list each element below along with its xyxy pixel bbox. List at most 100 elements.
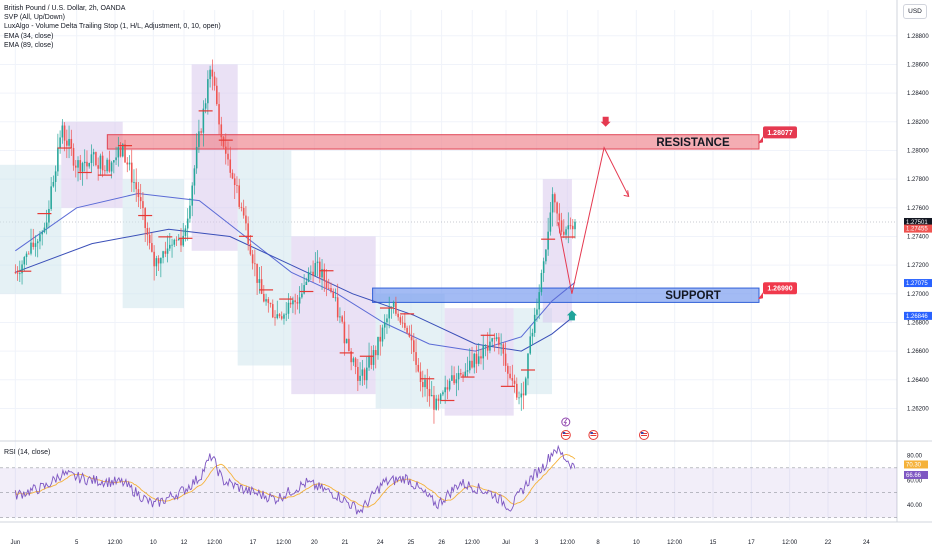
legend-ema34: EMA (34, close) <box>4 32 54 40</box>
price-tick-label: 1.26800 <box>907 320 929 326</box>
time-tick-label: Jun <box>10 540 20 546</box>
candle-body <box>435 398 437 410</box>
candle-body <box>524 378 527 396</box>
candle-body <box>90 154 93 163</box>
candle-body <box>518 397 520 399</box>
legend-ema89: EMA (89, close) <box>4 41 54 49</box>
candle-body <box>195 146 198 169</box>
candle-body <box>77 160 79 168</box>
candle-body <box>408 332 411 337</box>
profile-block <box>237 150 292 366</box>
candle-body <box>556 202 558 214</box>
candle-body <box>72 148 75 166</box>
candle-body <box>334 297 337 299</box>
candle-body <box>462 374 464 377</box>
candle-body <box>74 165 77 168</box>
candle-body <box>386 318 388 323</box>
time-tick-label: 24 <box>377 540 384 546</box>
candle-body <box>482 345 484 359</box>
price-tick-label: 1.28000 <box>907 148 929 154</box>
candle-body <box>16 272 19 274</box>
time-tick-label: 17 <box>250 540 257 546</box>
candle-body <box>83 161 86 164</box>
candle-body <box>81 163 84 172</box>
candle-body <box>336 297 339 318</box>
candle-body <box>254 263 256 265</box>
candle-body <box>274 317 276 319</box>
price-tick-label: 1.28200 <box>907 120 929 126</box>
candle-body <box>437 398 440 401</box>
projection-path <box>557 146 630 294</box>
candle-body <box>104 170 106 172</box>
candle-body <box>247 223 249 244</box>
down-arrow-icon <box>600 116 611 127</box>
candle-body <box>493 338 496 340</box>
price-tick-label: 1.28800 <box>907 34 929 40</box>
rsi-pane[interactable] <box>0 444 897 518</box>
candle-body <box>325 280 328 288</box>
candle-body <box>133 182 135 184</box>
price-tick-label: 1.27400 <box>907 234 929 240</box>
time-tick-label: 10 <box>150 540 157 546</box>
candle-body <box>23 257 26 265</box>
candle-body <box>265 299 267 302</box>
time-axis[interactable]: Jun 5 12:00 10 12 12:00 17 12:00 20 21 24 25 26 12:00… <box>10 540 870 546</box>
flag-stripe <box>562 435 569 436</box>
candle-body <box>263 293 265 302</box>
time-tick-label: 20 <box>311 540 318 546</box>
price-axis[interactable]: 1.28800 1.28600 1.28400 1.28200 1.28000 1.278… <box>904 34 932 509</box>
rsi-tick-label: 60.00 <box>907 478 923 484</box>
candle-body <box>63 125 66 141</box>
candle-body <box>222 137 225 147</box>
candle-body <box>446 387 449 390</box>
candle-body <box>511 378 514 381</box>
candle-body <box>350 351 352 363</box>
candle-body <box>319 261 321 278</box>
events[interactable] <box>560 417 649 440</box>
candle-body <box>242 207 245 216</box>
candle-body <box>301 293 303 298</box>
rsi-axis-tag <box>904 460 928 469</box>
candle-body <box>59 137 61 148</box>
volume-profile <box>0 64 572 416</box>
candle-body <box>549 212 552 232</box>
price-tick-label: 1.27200 <box>907 263 929 269</box>
candle-body <box>276 314 279 319</box>
price-tick-label: 1.27600 <box>907 206 929 212</box>
candle-body <box>448 380 451 390</box>
candle-body <box>198 131 200 147</box>
support-price-tag-text: 1.26990 <box>767 286 792 293</box>
support-label: SUPPORT <box>665 290 721 302</box>
price-tick-label: 1.27800 <box>907 177 929 183</box>
candle-body <box>283 314 285 319</box>
candle-body <box>122 144 124 157</box>
currency-button[interactable]: USD <box>903 4 927 19</box>
candle-body <box>489 341 491 351</box>
candle-body <box>491 338 493 342</box>
candle-body <box>130 162 133 183</box>
candle-body <box>352 358 355 363</box>
candle-body <box>256 263 258 283</box>
candle-body <box>144 208 146 229</box>
candle-body <box>477 356 480 364</box>
candle-body <box>202 108 205 133</box>
candle-body <box>520 393 523 398</box>
candle-body <box>280 316 283 319</box>
candle-body <box>439 394 442 401</box>
time-tick-label: Jul <box>502 540 510 546</box>
candle-body <box>327 287 330 289</box>
candle-body <box>182 235 185 246</box>
time-tick-label: 12:00 <box>465 540 481 546</box>
zones[interactable]: RESISTANCE 1.28077 SUPPORT 1.26990 <box>106 126 797 303</box>
candle-body <box>303 285 305 294</box>
candle-body <box>119 147 122 157</box>
candles <box>14 59 576 424</box>
candle-body <box>551 194 554 213</box>
resistance-label: RESISTANCE <box>656 137 730 149</box>
candle-body <box>460 373 462 375</box>
candle-body <box>419 371 422 383</box>
projection[interactable] <box>557 116 630 321</box>
candle-body <box>110 162 113 172</box>
candle-body <box>332 291 335 298</box>
